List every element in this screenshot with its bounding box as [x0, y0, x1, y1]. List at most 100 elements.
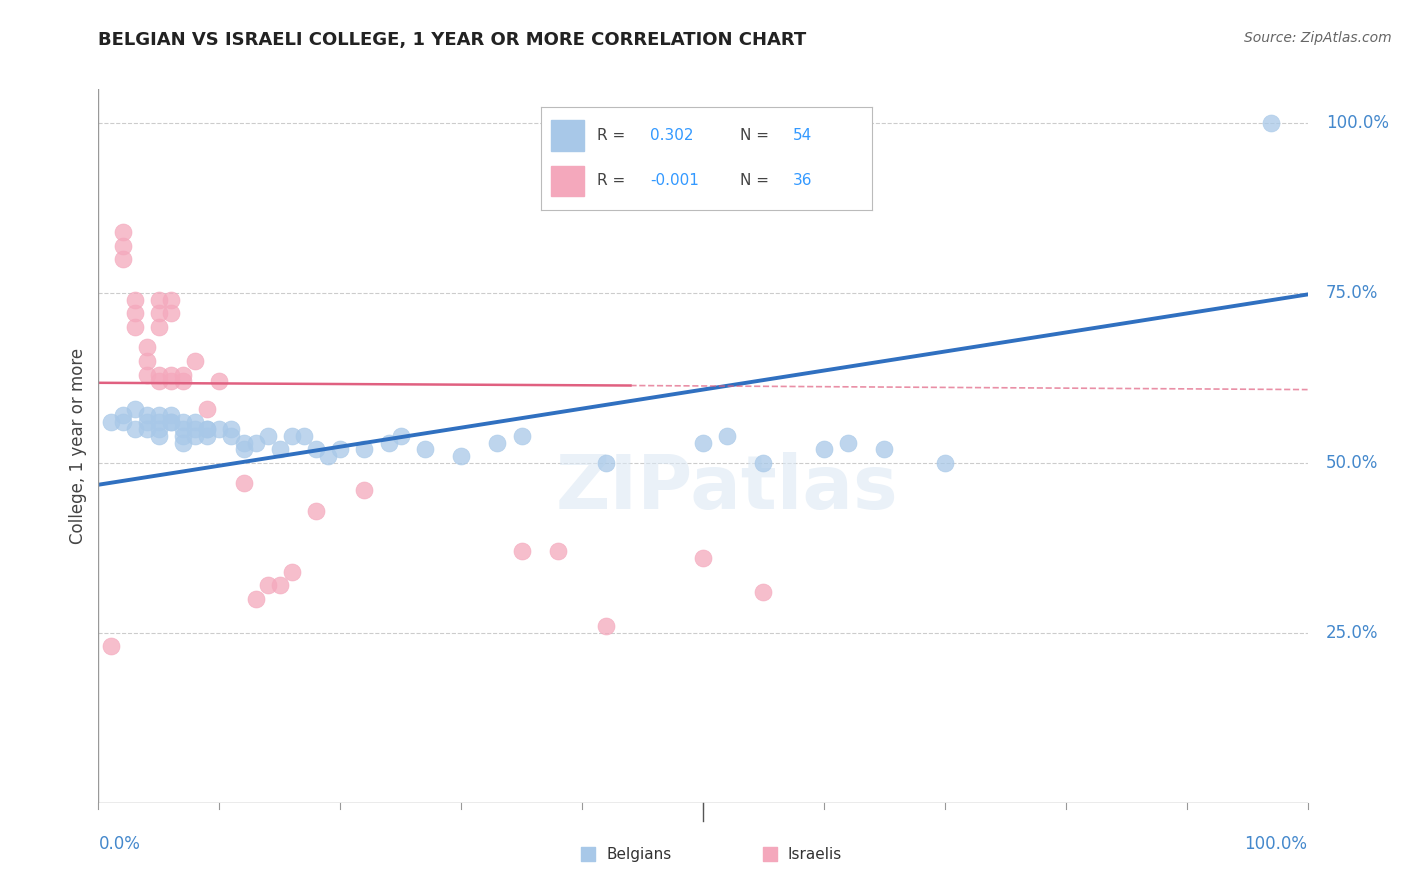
Text: ZIPatlas: ZIPatlas: [555, 452, 898, 525]
Point: [813, 442, 835, 457]
Point: [148, 368, 170, 382]
Point: [124, 422, 146, 436]
Text: R =: R =: [598, 173, 626, 188]
Point: [148, 306, 170, 320]
Point: [353, 483, 375, 498]
Point: [184, 429, 207, 443]
Text: -0.001: -0.001: [651, 173, 699, 188]
Text: 100.0%: 100.0%: [1326, 114, 1389, 132]
Text: Source: ZipAtlas.com: Source: ZipAtlas.com: [1244, 31, 1392, 45]
Point: [172, 429, 194, 443]
Point: [232, 476, 254, 491]
Point: [172, 415, 194, 429]
Text: 75.0%: 75.0%: [1326, 284, 1378, 302]
Text: 0.0%: 0.0%: [98, 835, 141, 853]
Point: [160, 415, 183, 429]
Point: [221, 429, 243, 443]
Point: [195, 422, 218, 436]
Point: [135, 354, 157, 368]
Point: [111, 409, 134, 423]
Point: [269, 442, 291, 457]
Text: 50.0%: 50.0%: [1326, 454, 1378, 472]
Point: [353, 442, 375, 457]
Point: [184, 354, 207, 368]
Point: [221, 422, 243, 436]
Point: [377, 435, 399, 450]
Point: [111, 238, 134, 252]
Point: [172, 368, 194, 382]
Point: [245, 435, 267, 450]
Point: [692, 435, 714, 450]
Point: [160, 293, 183, 307]
Point: [124, 401, 146, 416]
Text: BELGIAN VS ISRAELI COLLEGE, 1 YEAR OR MORE CORRELATION CHART: BELGIAN VS ISRAELI COLLEGE, 1 YEAR OR MO…: [98, 31, 807, 49]
Text: N =: N =: [740, 128, 769, 144]
Point: [292, 429, 315, 443]
Point: [1260, 116, 1282, 130]
Bar: [551, 166, 585, 196]
Point: [135, 368, 157, 382]
Point: [281, 565, 304, 579]
Point: [232, 435, 254, 450]
Point: [450, 449, 472, 463]
Point: [316, 449, 339, 463]
Point: [100, 640, 122, 654]
Point: [148, 422, 170, 436]
Point: [510, 429, 533, 443]
Point: [195, 429, 218, 443]
Point: [195, 401, 218, 416]
Point: [148, 409, 170, 423]
Point: [232, 442, 254, 457]
Text: 36: 36: [793, 173, 811, 188]
Point: [111, 415, 134, 429]
Point: [172, 375, 194, 389]
Point: [135, 341, 157, 355]
Point: [208, 375, 231, 389]
Point: [389, 429, 412, 443]
Text: Israelis: Israelis: [787, 847, 842, 862]
Text: 54: 54: [793, 128, 811, 144]
Point: [160, 306, 183, 320]
Point: [135, 415, 157, 429]
Point: [547, 544, 569, 558]
Point: [124, 293, 146, 307]
Point: [172, 435, 194, 450]
Point: [111, 225, 134, 239]
Point: [256, 429, 278, 443]
Point: [692, 551, 714, 566]
Point: [716, 429, 738, 443]
Point: [184, 415, 207, 429]
Point: [305, 503, 328, 517]
Point: [576, 845, 599, 859]
Point: [413, 442, 436, 457]
Text: N =: N =: [740, 173, 769, 188]
Point: [195, 422, 218, 436]
Point: [305, 442, 328, 457]
Point: [281, 429, 304, 443]
Bar: [551, 120, 585, 151]
Point: [486, 435, 509, 450]
Point: [758, 845, 780, 859]
Text: 25.0%: 25.0%: [1326, 624, 1378, 642]
Point: [595, 619, 617, 633]
Point: [148, 293, 170, 307]
Point: [329, 442, 352, 457]
Point: [148, 429, 170, 443]
Point: [595, 456, 617, 470]
Point: [752, 456, 775, 470]
Point: [184, 422, 207, 436]
Text: R =: R =: [598, 128, 626, 144]
Point: [510, 544, 533, 558]
Point: [148, 415, 170, 429]
Text: 0.302: 0.302: [651, 128, 693, 144]
Text: Belgians: Belgians: [606, 847, 672, 862]
Point: [256, 578, 278, 592]
Point: [160, 375, 183, 389]
Point: [111, 252, 134, 266]
Point: [160, 415, 183, 429]
Point: [148, 375, 170, 389]
Point: [172, 422, 194, 436]
Point: [124, 320, 146, 334]
Point: [135, 422, 157, 436]
Point: [269, 578, 291, 592]
